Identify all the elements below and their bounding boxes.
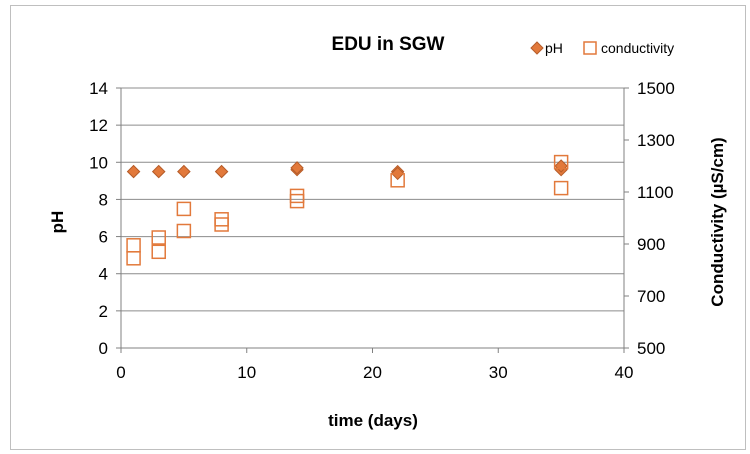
conductivity-point bbox=[214, 217, 229, 232]
legend-conductivity-marker bbox=[583, 41, 597, 55]
conductivity-point bbox=[553, 154, 569, 170]
axes bbox=[116, 87, 629, 353]
legend-ph-label: pH bbox=[545, 40, 563, 56]
conductivity-point bbox=[214, 212, 229, 227]
ph-point bbox=[290, 161, 304, 175]
x-tick-labels: 0 10 20 30 40 bbox=[116, 363, 633, 382]
y2-tick-label: 1100 bbox=[637, 183, 674, 202]
y-tick-label: 10 bbox=[89, 153, 108, 172]
ph-point bbox=[152, 164, 166, 179]
y2-tick-label: 900 bbox=[637, 235, 665, 254]
gridlines bbox=[121, 87, 624, 312]
legend-ph-marker bbox=[530, 41, 544, 55]
y2-tick-label: 500 bbox=[637, 339, 665, 358]
conductivity-point bbox=[553, 180, 569, 196]
chart: 0 10 20 30 40 0 2 4 6 8 10 12 14 500 700 900 1100 1300 1… bbox=[48, 34, 727, 430]
y2-tick-label: 1300 bbox=[637, 131, 675, 150]
y2-axis-title: Conductivity (µS/cm) bbox=[708, 137, 727, 306]
data-points bbox=[126, 154, 569, 266]
y-tick-label: 4 bbox=[99, 265, 108, 284]
y2-tick-label: 700 bbox=[637, 287, 665, 306]
conductivity-point bbox=[176, 201, 192, 217]
x-tick-label: 0 bbox=[116, 363, 125, 382]
y2-tick-labels: 500 700 900 1100 1300 1500 bbox=[637, 79, 675, 358]
ph-point bbox=[177, 164, 191, 179]
ph-point bbox=[126, 164, 141, 179]
x-tick-label: 40 bbox=[615, 363, 634, 382]
y-tick-labels: 0 2 4 6 8 10 12 14 bbox=[89, 79, 108, 358]
y-tick-label: 14 bbox=[89, 79, 108, 98]
legend: pH conductivity bbox=[530, 40, 674, 56]
y-tick-label: 0 bbox=[99, 339, 108, 358]
conductivity-point bbox=[151, 230, 166, 245]
x-tick-label: 30 bbox=[489, 363, 508, 382]
conductivity-point bbox=[126, 251, 141, 266]
conductivity-point bbox=[176, 223, 192, 239]
conductivity-point bbox=[289, 188, 305, 204]
y-tick-label: 8 bbox=[99, 190, 108, 209]
conductivity-point bbox=[126, 238, 141, 253]
y-axis-title: pH bbox=[48, 211, 67, 234]
y-tick-label: 6 bbox=[99, 228, 108, 247]
conductivity-point bbox=[390, 173, 405, 188]
x-tick-label: 10 bbox=[237, 363, 256, 382]
conductivity-point bbox=[289, 193, 305, 209]
y-tick-label: 2 bbox=[99, 302, 108, 321]
conductivity-point bbox=[151, 244, 166, 260]
legend-conductivity-label: conductivity bbox=[601, 40, 674, 56]
y2-tick-label: 1500 bbox=[637, 79, 675, 98]
chart-frame: 0 10 20 30 40 0 2 4 6 8 10 12 14 500 700 900 1100 1300 1… bbox=[10, 5, 746, 450]
x-axis-title: time (days) bbox=[328, 411, 418, 430]
x-tick-label: 20 bbox=[363, 363, 382, 382]
chart-title: EDU in SGW bbox=[332, 34, 445, 55]
y-tick-label: 12 bbox=[89, 116, 108, 135]
ph-point bbox=[214, 164, 229, 179]
